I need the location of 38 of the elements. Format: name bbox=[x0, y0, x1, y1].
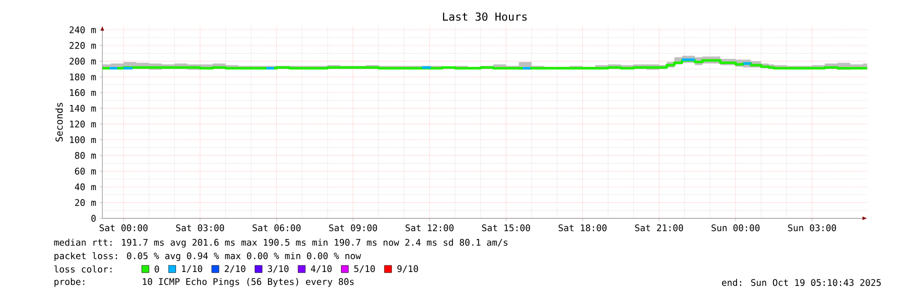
y-tick-label: 200 m bbox=[70, 58, 96, 65]
x-tick-label: Sat 09:00 bbox=[329, 224, 378, 232]
x-tick-label: Sat 12:00 bbox=[406, 224, 454, 232]
y-tick-label: 140 m bbox=[70, 104, 96, 112]
legend-label: 4/10 bbox=[310, 265, 332, 273]
x-tick-label: Sat 03:00 bbox=[176, 224, 224, 232]
y-tick-label: 60 m bbox=[75, 168, 96, 175]
legend-label: 1/10 bbox=[182, 265, 202, 273]
text: median rtt: 191.7 ms avg 201.6 ms max 190.5 ms min 190.7 ms now 2.4 ms sd 80.1 am/s bbox=[54, 238, 508, 248]
x-tick-label: Sat 00:00 bbox=[100, 224, 148, 232]
y-axis-title: Seconds bbox=[55, 103, 63, 142]
y-tick-label: 20 m bbox=[75, 199, 96, 206]
y-tick-label: 160 m bbox=[70, 89, 96, 96]
x-tick-label: Sat 18:00 bbox=[558, 224, 607, 232]
y-tick-label: 180 m bbox=[70, 74, 96, 80]
legend-label: 0 bbox=[154, 266, 159, 273]
x-tick-label: Sat 21:00 bbox=[635, 224, 684, 232]
legend-title: loss color: bbox=[54, 266, 112, 273]
y-tick-label: 40 m bbox=[74, 184, 96, 190]
x-tick-label: Sun 03:00 bbox=[788, 224, 836, 232]
x-tick-label: Sun 00:00 bbox=[712, 224, 760, 232]
y-tick-label: 120 m bbox=[70, 120, 96, 128]
legend-label: 3/10 bbox=[268, 265, 289, 273]
text: 10 ICMP Echo Pings (56 Bytes) every 80s bbox=[142, 278, 354, 287]
text: end: Sun Oct 19 05:10:43 2025 bbox=[722, 279, 881, 286]
y-tick-label: 220 m bbox=[70, 42, 96, 50]
text: probe: bbox=[54, 278, 84, 287]
y-tick-label: 80 m bbox=[75, 152, 96, 159]
chart-title: Last 30 Hours bbox=[443, 12, 527, 21]
text: packet loss: 0.05 % avg 0.94 % max 0.00 % min 0.00 % now bbox=[54, 252, 362, 262]
y-tick-label: 100 m bbox=[70, 136, 96, 144]
y-tick-label: 240 m bbox=[70, 26, 96, 34]
x-tick-label: Sat 15:00 bbox=[482, 224, 530, 232]
legend-label: 9/10 bbox=[397, 265, 418, 273]
x-tick-label: Sat 06:00 bbox=[252, 224, 301, 232]
legend-label: 5/10 bbox=[354, 265, 375, 273]
y-tick-label: 0 bbox=[91, 214, 96, 222]
legend-label: 2/10 bbox=[224, 265, 246, 273]
